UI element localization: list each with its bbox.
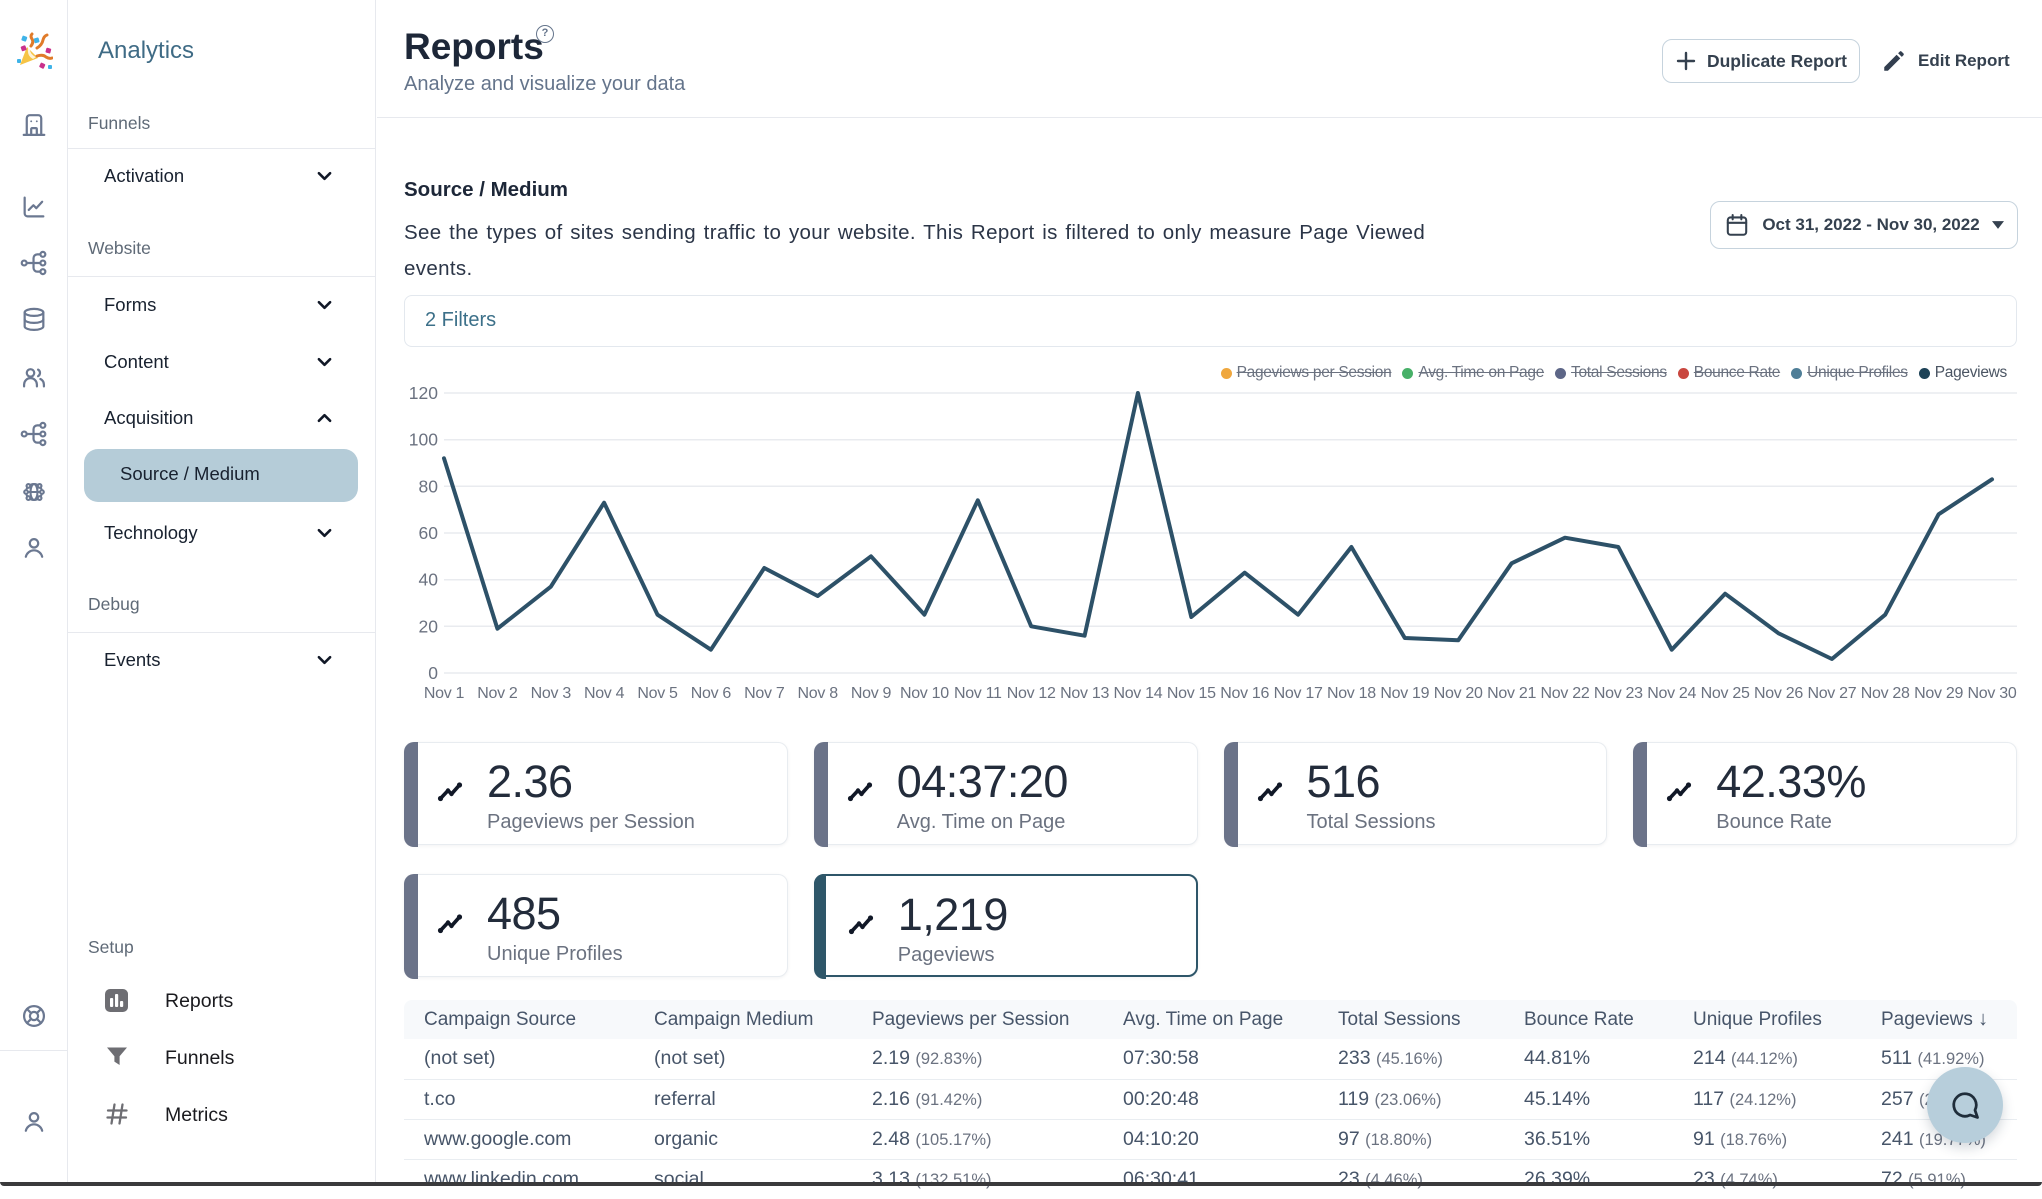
svg-text:Nov 29: Nov 29	[1914, 685, 1963, 702]
svg-text:Nov 23: Nov 23	[1594, 685, 1643, 702]
svg-text:120: 120	[409, 385, 438, 403]
svg-text:80: 80	[419, 476, 439, 496]
svg-text:Nov 8: Nov 8	[798, 685, 839, 702]
svg-text:Nov 21: Nov 21	[1487, 685, 1536, 702]
svg-text:40: 40	[419, 570, 439, 590]
svg-text:Nov 7: Nov 7	[744, 685, 785, 702]
svg-text:Nov 9: Nov 9	[851, 685, 892, 702]
svg-text:Nov 11: Nov 11	[954, 685, 1002, 702]
svg-text:Nov 5: Nov 5	[637, 685, 678, 702]
svg-text:20: 20	[419, 616, 439, 636]
svg-text:Nov 14: Nov 14	[1113, 685, 1162, 702]
svg-text:Nov 27: Nov 27	[1807, 685, 1856, 702]
svg-text:Nov 30: Nov 30	[1968, 685, 2017, 702]
svg-text:Nov 6: Nov 6	[691, 685, 732, 702]
svg-text:Nov 19: Nov 19	[1380, 685, 1429, 702]
svg-text:Nov 2: Nov 2	[477, 685, 518, 702]
svg-text:Nov 3: Nov 3	[531, 685, 572, 702]
svg-text:Nov 10: Nov 10	[900, 685, 949, 702]
svg-text:Nov 16: Nov 16	[1220, 685, 1269, 702]
svg-text:Nov 4: Nov 4	[584, 685, 625, 702]
svg-text:60: 60	[419, 523, 439, 543]
svg-text:Nov 24: Nov 24	[1647, 685, 1696, 702]
svg-text:Nov 13: Nov 13	[1060, 685, 1109, 702]
svg-text:Nov 22: Nov 22	[1541, 685, 1590, 702]
svg-text:Nov 28: Nov 28	[1861, 685, 1910, 702]
svg-text:Nov 12: Nov 12	[1007, 685, 1056, 702]
svg-text:Nov 17: Nov 17	[1274, 685, 1323, 702]
svg-text:0: 0	[428, 663, 438, 683]
svg-text:Nov 25: Nov 25	[1701, 685, 1750, 702]
svg-text:Nov 20: Nov 20	[1434, 685, 1483, 702]
svg-text:Nov 26: Nov 26	[1754, 685, 1803, 702]
svg-text:Nov 18: Nov 18	[1327, 685, 1376, 702]
svg-text:Nov 1: Nov 1	[424, 685, 465, 702]
svg-text:Nov 15: Nov 15	[1167, 685, 1216, 702]
svg-text:100: 100	[409, 430, 438, 450]
